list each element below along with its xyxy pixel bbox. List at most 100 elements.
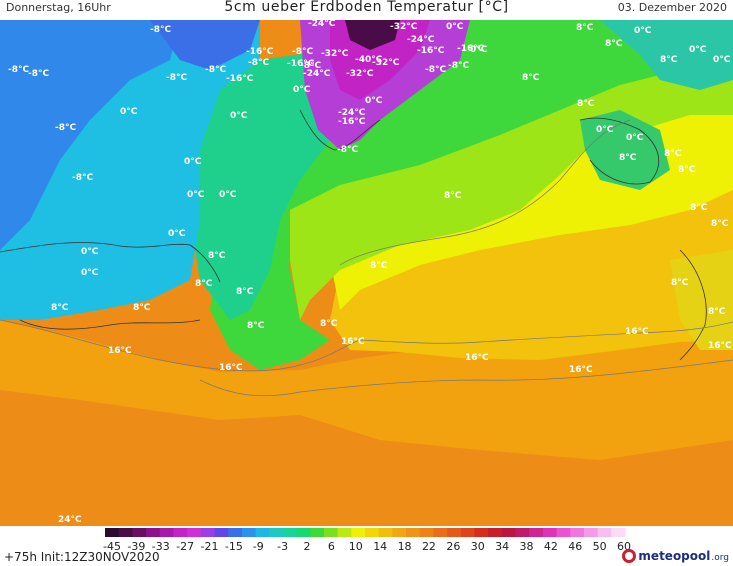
temp-label: -32°C	[390, 22, 418, 32]
colorbar-swatch	[269, 528, 284, 537]
colorbar-tick: -9	[252, 540, 264, 553]
coastline	[19, 319, 201, 330]
colorbar-tick: -39	[127, 540, 146, 553]
coastline	[679, 249, 707, 361]
temp-label: 8°C	[195, 279, 213, 289]
temp-label: -24°C	[308, 20, 336, 29]
temp-label: 8°C	[522, 73, 540, 83]
temp-label: 0°C	[187, 190, 205, 200]
colorbar-swatch	[501, 528, 517, 537]
temp-label: -8°C	[8, 65, 29, 75]
colorbar-tick: -21	[200, 540, 219, 553]
temp-label: 16°C	[465, 353, 489, 363]
colorbar-swatch	[556, 528, 571, 537]
footer-bar: -45 -39 -33 -27 -21 -15 -9 -3 2 6 10 14 …	[0, 526, 733, 566]
temp-label: -8°C	[55, 123, 76, 133]
colorbar-swatch	[447, 528, 462, 537]
temp-label: 0°C	[81, 247, 99, 257]
colorbar-swatch	[159, 528, 174, 537]
colorbar-tick: 2	[303, 540, 311, 553]
temp-label: -8°C	[300, 61, 321, 71]
isotherm	[339, 119, 631, 266]
colorbar-swatch	[337, 528, 352, 537]
colorbar-tick: 6	[327, 540, 335, 553]
colorbar-swatch	[187, 528, 202, 537]
mild-zone	[670, 250, 733, 350]
meteopool-logo[interactable]: meteopool .org	[622, 547, 729, 565]
cold-zone	[150, 20, 260, 70]
isotherm	[199, 359, 733, 397]
forecast-date: 03. Dezember 2020	[617, 1, 727, 14]
temp-label: 8°C	[664, 149, 682, 159]
coastline	[0, 242, 221, 283]
logo-icon	[622, 549, 637, 563]
colorbar-swatch	[214, 528, 229, 537]
temp-label: -32°C	[321, 49, 349, 59]
temp-label: 0°C	[168, 229, 186, 239]
temp-label: 16°C	[625, 327, 649, 337]
colorbar-tick: 10	[348, 540, 363, 553]
temp-label: 16°C	[708, 341, 732, 351]
temp-label: -8°C	[150, 25, 171, 35]
temp-label: 8°C	[605, 39, 623, 49]
colorbar-swatch	[105, 528, 120, 537]
temp-label: 0°C	[596, 125, 614, 135]
temp-label: 8°C	[236, 287, 254, 297]
colorbar-swatch	[228, 528, 243, 537]
temp-label: 8°C	[619, 153, 637, 163]
temp-label: -32°C	[372, 58, 400, 68]
colorbar-tick: 50	[592, 540, 607, 553]
header-bar: Donnerstag, 16Uhr 5cm ueber Erdboden Tem…	[0, 0, 733, 20]
colorbar-swatch	[173, 528, 188, 537]
colorbar-tick: -27	[176, 540, 195, 553]
temp-label: 8°C	[671, 278, 689, 288]
colorbar-tick: -15	[224, 540, 243, 553]
colorbar-tick: 42	[543, 540, 558, 553]
colorbar-tick: 14	[373, 540, 388, 553]
temp-label: 16°C	[108, 346, 132, 356]
colorbar-swatch	[255, 528, 270, 537]
colorbar-swatch	[597, 528, 612, 537]
temp-label: -8°C	[248, 58, 269, 68]
temp-label: -8°C	[337, 145, 358, 155]
temp-label: 0°C	[230, 111, 248, 121]
colorbar-tick: 46	[568, 540, 583, 553]
colorbar-swatch	[611, 528, 626, 537]
coastline	[299, 109, 381, 151]
temp-label: 0°C	[446, 22, 464, 32]
temperature-field: -8°C -8°C -8°C -8°C -8°C -8°C -8°C -8°C …	[0, 20, 733, 526]
temp-label: -8°C	[425, 65, 446, 75]
temp-label: -8°C	[72, 173, 93, 183]
colorbar-swatch	[296, 528, 311, 537]
temp-label: 8°C	[320, 319, 338, 329]
temp-label: -24°C	[303, 69, 331, 79]
colorbar-tick: 22	[421, 540, 436, 553]
temp-label: -8°C	[292, 47, 313, 57]
greenland-cold-region	[345, 20, 400, 50]
map-title: 5cm ueber Erdboden Temperatur [°C]	[224, 0, 509, 15]
temp-label: 8°C	[576, 23, 594, 33]
colorbar-swatch	[529, 528, 544, 537]
colorbar-swatch	[419, 528, 434, 537]
colorbar-swatch	[488, 528, 503, 537]
temp-label: 8°C	[51, 303, 69, 313]
temp-label: -8°C	[448, 61, 469, 71]
temp-label: 0°C	[365, 96, 383, 106]
temp-label: 8°C	[678, 165, 696, 175]
colorbar-swatch	[323, 528, 339, 537]
temp-label: -24°C	[407, 35, 435, 45]
temp-label: 0°C	[626, 133, 644, 143]
temp-label: 8°C	[708, 307, 726, 317]
colorbar-swatch	[132, 528, 147, 537]
temp-label: 16°C	[341, 337, 365, 347]
colorbar-swatch	[570, 528, 585, 537]
temp-label: -16°C	[287, 59, 315, 69]
temp-label: 0°C	[219, 190, 237, 200]
colorbar-swatch	[392, 528, 407, 537]
temp-label: 0°C	[634, 26, 652, 36]
forecast-day-time: Donnerstag, 16Uhr	[6, 1, 111, 14]
colorbar-swatch	[146, 528, 161, 537]
cold-zone	[600, 20, 733, 90]
colorbar-swatch	[378, 528, 393, 537]
cool-zone	[580, 110, 670, 190]
